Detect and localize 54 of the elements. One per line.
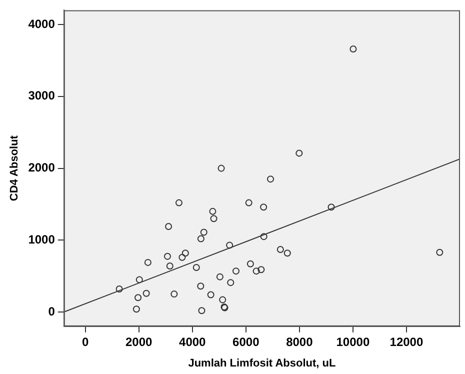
point	[198, 307, 206, 314]
point	[284, 250, 291, 257]
y-tick-label: 1000	[28, 232, 56, 246]
point	[210, 215, 218, 222]
point	[328, 204, 335, 211]
x-tick-label: 0	[82, 334, 89, 349]
point	[227, 279, 234, 286]
x-tick-label: 2000	[125, 334, 153, 349]
y-tick-label: 2000	[28, 160, 56, 175]
point	[197, 235, 204, 242]
point	[209, 208, 216, 215]
point	[170, 290, 178, 298]
point	[246, 260, 254, 268]
point	[166, 262, 174, 270]
point	[136, 276, 143, 284]
point	[258, 266, 265, 274]
point	[144, 258, 152, 266]
point	[226, 242, 234, 249]
x-tick-label: 12000	[390, 334, 424, 349]
point	[232, 268, 240, 275]
y-tick-label: 4000	[28, 16, 56, 31]
point	[197, 282, 204, 290]
point	[276, 246, 284, 254]
y-tick-label: 3000	[28, 88, 56, 103]
point	[296, 150, 303, 157]
point	[200, 228, 208, 236]
point	[165, 223, 172, 230]
point	[182, 250, 189, 257]
point	[260, 233, 268, 240]
x-tick-label: 6000	[232, 334, 260, 349]
point	[164, 252, 171, 260]
y-axis-title: CD4 Absolut	[8, 135, 21, 202]
point	[436, 248, 444, 256]
point	[218, 164, 225, 172]
x-tick-label: 8000	[286, 334, 314, 349]
point	[116, 286, 123, 293]
point	[142, 290, 150, 297]
point	[267, 176, 274, 183]
y-tick-label: 0	[48, 304, 56, 318]
point	[260, 204, 268, 211]
x-tick-label: 4000	[179, 334, 206, 349]
x-tick-label: 10000	[336, 334, 370, 349]
point	[192, 264, 200, 271]
x-axis-title: Jumlah Limfosit Absolut, uL	[188, 357, 336, 370]
point	[216, 273, 224, 280]
point	[132, 306, 140, 313]
point	[219, 296, 226, 304]
point	[350, 46, 357, 53]
point	[252, 268, 260, 275]
point	[207, 291, 214, 298]
point	[175, 199, 182, 206]
point	[245, 199, 252, 206]
point	[178, 254, 186, 261]
point	[134, 294, 142, 302]
